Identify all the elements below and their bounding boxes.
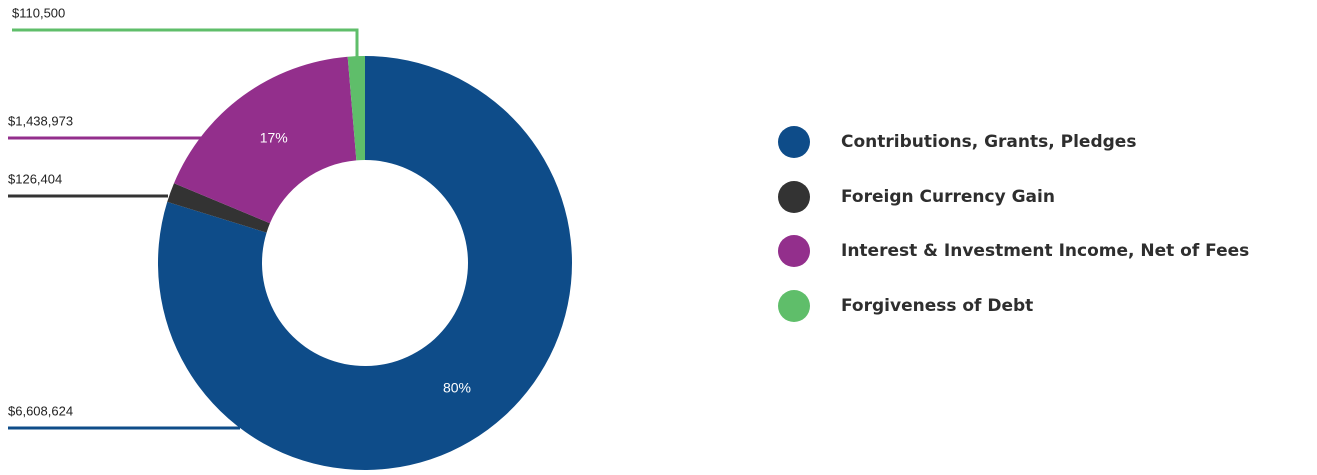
slice-interest — [173, 56, 357, 224]
legend: Contributions, Grants, Pledges Foreign C… — [778, 126, 1249, 344]
legend-item-interest: Interest & Investment Income, Net of Fee… — [778, 235, 1249, 267]
legend-label-contributions: Contributions, Grants, Pledges — [841, 132, 1137, 152]
legend-swatch-interest — [778, 235, 810, 267]
value-label-interest: $1,438,973 — [8, 114, 73, 129]
legend-swatch-forgiveness — [778, 289, 810, 322]
legend-item-contributions: Contributions, Grants, Pledges — [778, 126, 1249, 158]
legend-label-foreign-currency: Foreign Currency Gain — [841, 186, 1055, 207]
legend-item-forgiveness: Forgiveness of Debt — [778, 289, 1249, 322]
slice-forgiveness — [347, 56, 365, 161]
slice-contributions — [157, 56, 572, 471]
percent-label-contributions: 80% — [443, 380, 471, 396]
value-label-contributions: $6,608,624 — [8, 404, 73, 419]
leader-line-forgiveness — [12, 28, 359, 58]
percent-label-interest: 17% — [260, 130, 288, 146]
legend-item-foreign-currency: Foreign Currency Gain — [778, 180, 1249, 213]
legend-swatch-contributions — [778, 126, 810, 158]
legend-label-interest: Interest & Investment Income, Net of Fee… — [841, 241, 1250, 261]
value-label-forgiveness: $110,500 — [12, 6, 65, 21]
legend-swatch-foreign-currency — [778, 180, 810, 213]
slice-foreign-currency — [167, 183, 270, 233]
value-label-foreign-currency: $126,404 — [8, 172, 62, 187]
legend-label-forgiveness: Forgiveness of Debt — [841, 295, 1034, 316]
